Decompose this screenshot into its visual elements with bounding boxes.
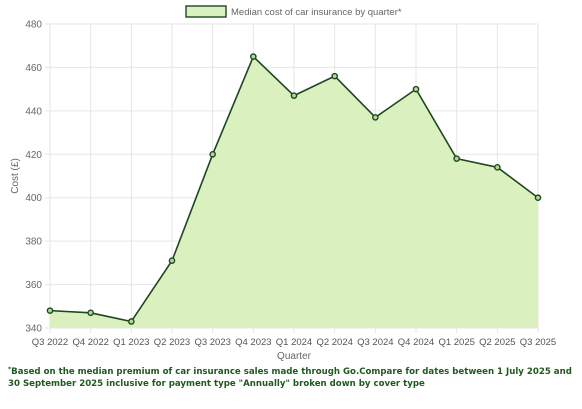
data-point[interactable] (46, 307, 54, 314)
data-point[interactable] (168, 257, 176, 264)
x-tick-label: Q3 2023 (194, 337, 230, 348)
data-point[interactable] (372, 114, 379, 121)
data-point[interactable] (534, 194, 542, 202)
x-tick-label: Q2 2025 (479, 337, 515, 348)
legend-swatch[interactable] (185, 5, 227, 18)
x-tick-label: Q2 2023 (154, 337, 190, 348)
x-tick-label: Q1 2023 (113, 337, 149, 348)
x-tick-label: Q2 2024 (316, 337, 352, 348)
chart-svg: 340 360 380 400 420 440 460 480 Q3 2022 Q4 2022 Q1… (10, 5, 556, 362)
y-tick-label: 460 (25, 63, 42, 74)
data-point[interactable] (209, 150, 216, 158)
footnote: *Based on the median premium of car insu… (8, 366, 574, 390)
data-point[interactable] (87, 309, 94, 317)
data-point[interactable] (331, 72, 338, 80)
y-tick-label: 400 (25, 193, 42, 204)
x-tick-label: Q4 2022 (72, 337, 108, 348)
data-point[interactable] (453, 155, 460, 162)
series-area (50, 56, 538, 328)
y-tick-label: 380 (25, 237, 42, 248)
data-point[interactable] (128, 318, 135, 325)
x-tick-label: Q1 2024 (276, 337, 312, 348)
legend-label[interactable]: Median cost of car insurance by quarter* (231, 7, 402, 18)
data-point[interactable] (250, 53, 257, 60)
y-tick-label: 440 (25, 106, 42, 117)
y-tick-label: 480 (25, 20, 42, 31)
x-tick-label: Q3 2025 (520, 337, 556, 348)
footnote-text: Based on the median premium of car insur… (8, 367, 572, 389)
y-tick-label: 340 (25, 324, 42, 335)
x-tick-label: Q4 2024 (398, 337, 434, 348)
data-point[interactable] (412, 85, 420, 93)
data-point[interactable] (290, 92, 298, 99)
y-tick-label: 420 (25, 150, 42, 161)
footnote-marker: * (8, 366, 12, 373)
chart: 340 360 380 400 420 440 460 480 Q3 2022 Q4 2022 Q1… (10, 5, 556, 362)
x-axis-title: Quarter (277, 351, 312, 362)
y-tick-label: 360 (25, 280, 42, 291)
y-axis-title: Cost (£) (10, 158, 21, 194)
x-tick-label: Q3 2024 (357, 337, 393, 348)
x-tick-label: Q4 2023 (235, 337, 271, 348)
x-tick-label: Q3 2022 (32, 337, 68, 348)
data-point[interactable] (494, 164, 501, 171)
x-tick-label: Q1 2025 (438, 337, 474, 348)
